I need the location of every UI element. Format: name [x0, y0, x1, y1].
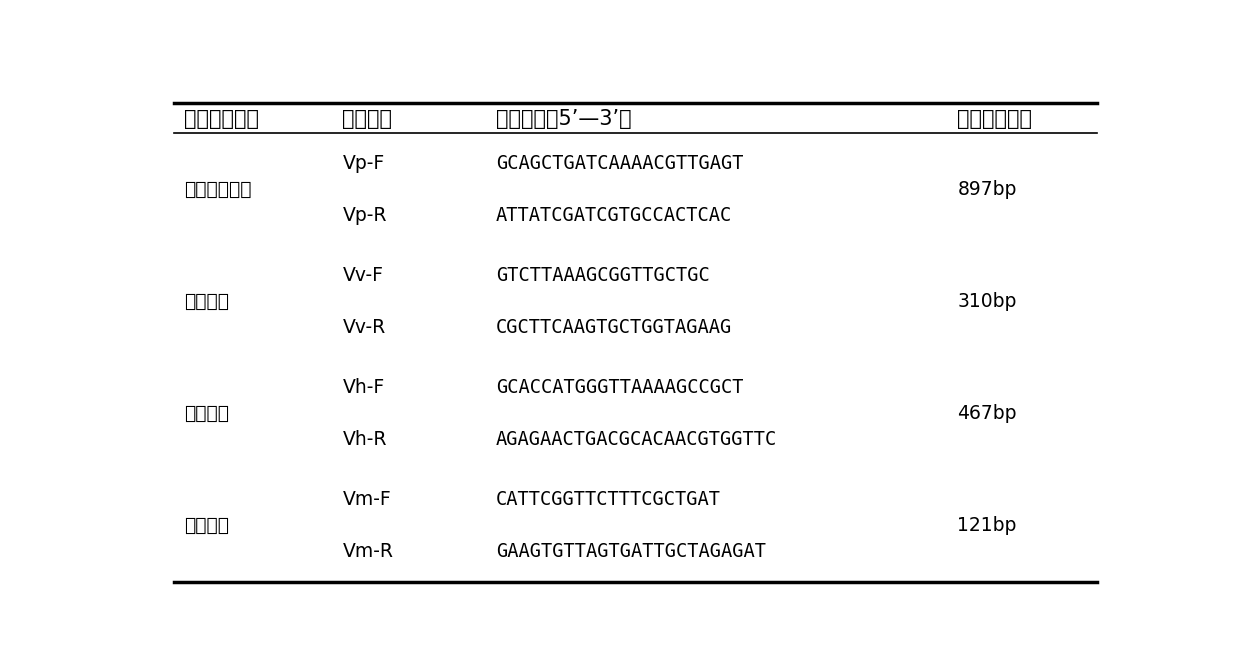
Text: GCACCATGGGTTAAAAGCCGCT: GCACCATGGGTTAAAAGCCGCT — [496, 378, 744, 397]
Text: GAAGTGTTAGTGATTGCTAGAGAT: GAAGTGTTAGTGATTGCTAGAGAT — [496, 542, 766, 561]
Text: Vm-R: Vm-R — [342, 542, 393, 561]
Text: Vv-F: Vv-F — [342, 266, 383, 286]
Text: ATTATCGATCGTGCCACTCAC: ATTATCGATCGTGCCACTCAC — [496, 206, 733, 224]
Text: 121bp: 121bp — [957, 516, 1017, 535]
Text: Vm-F: Vm-F — [342, 491, 391, 509]
Text: 引物名称: 引物名称 — [342, 108, 392, 129]
Text: CATTCGGTTCTTTCGCTGAT: CATTCGGTTCTTTCGCTGAT — [496, 491, 722, 509]
Text: 467bp: 467bp — [957, 404, 1017, 423]
Text: 897bp: 897bp — [957, 180, 1017, 199]
Text: GTCTTAAAGCGGTTGCTGC: GTCTTAAAGCGGTTGCTGC — [496, 266, 711, 286]
Text: 目的片段长度: 目的片段长度 — [957, 108, 1033, 129]
Text: GCAGCTGATCAAAACGTTGAGT: GCAGCTGATCAAAACGTTGAGT — [496, 154, 744, 173]
Text: 目的弧菌种类: 目的弧菌种类 — [184, 108, 259, 129]
Text: Vv-R: Vv-R — [342, 318, 386, 337]
Text: 副溶血性弧菌: 副溶血性弧菌 — [184, 180, 252, 199]
Text: 哈氏弧菌: 哈氏弧菌 — [184, 404, 229, 423]
Text: Vh-R: Vh-R — [342, 430, 387, 449]
Text: 310bp: 310bp — [957, 292, 1017, 311]
Text: 引物序列（5’—3’）: 引物序列（5’—3’） — [496, 108, 631, 129]
Text: AGAGAACTGACGCACAACGTGGTTC: AGAGAACTGACGCACAACGTGGTTC — [496, 430, 777, 449]
Text: Vp-R: Vp-R — [342, 206, 387, 224]
Text: 创伤弧菌: 创伤弧菌 — [184, 292, 229, 311]
Text: Vp-F: Vp-F — [342, 154, 384, 173]
Text: CGCTTCAAGTGCTGGTAGAAG: CGCTTCAAGTGCTGGTAGAAG — [496, 318, 733, 337]
Text: 拟态弧菌: 拟态弧菌 — [184, 516, 229, 535]
Text: Vh-F: Vh-F — [342, 378, 384, 397]
